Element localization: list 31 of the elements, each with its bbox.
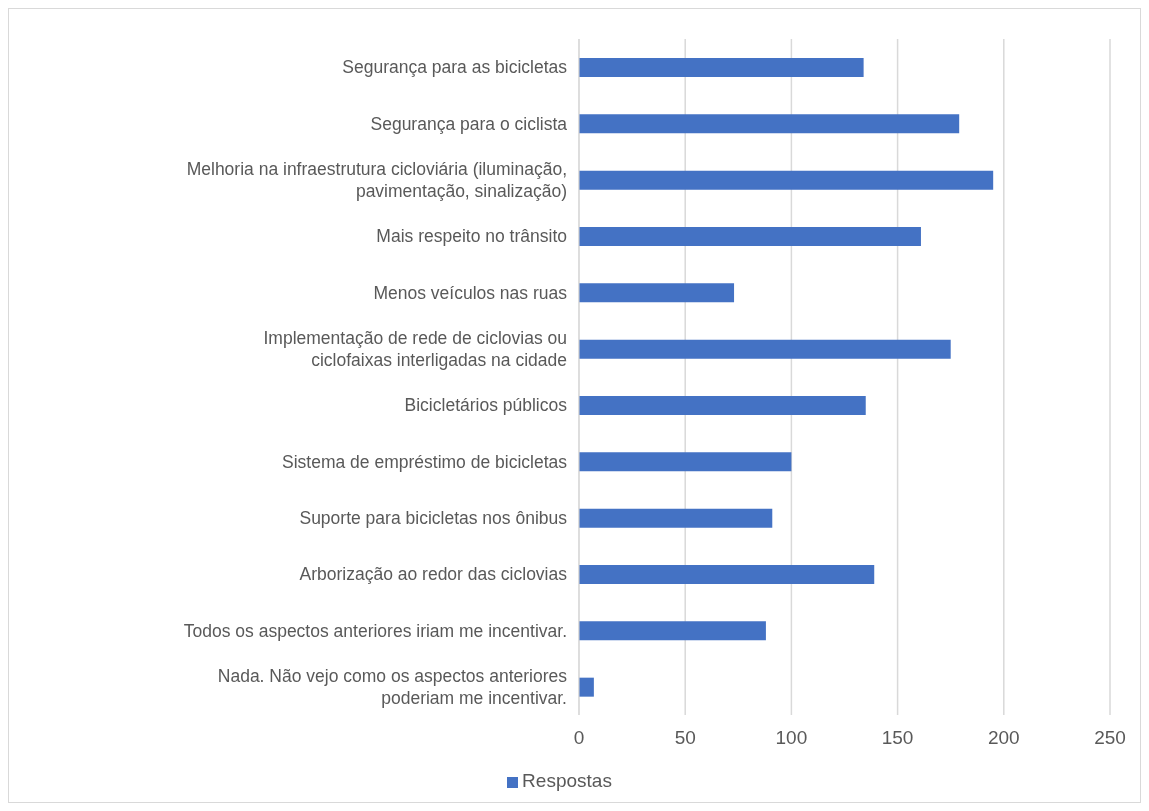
x-tick-label: 0: [573, 727, 585, 749]
bar: [579, 283, 735, 303]
y-tick-label: Suporte para bicicletas nos ônibus: [299, 507, 568, 528]
bar: [579, 170, 994, 190]
y-tick-label: Segurança para as bicicletas: [342, 57, 568, 78]
x-tick-label: 50: [674, 727, 696, 749]
y-tick-label: Mais respeito no trânsito: [376, 226, 567, 247]
bar: [579, 339, 951, 359]
y-tick-label: Todos os aspectos anteriores iriam me incentivar.: [183, 620, 567, 641]
bar: [579, 508, 773, 528]
bar: [579, 58, 864, 77]
legend-label: Respostas: [522, 770, 612, 791]
y-tick-label: Bicicletários públicos: [404, 395, 568, 416]
x-tick-label: 150: [881, 727, 914, 749]
x-tick-label: 100: [775, 727, 808, 749]
y-tick-label: Arborização ao redor das ciclovias: [299, 564, 568, 585]
y-tick-label: Nada. Não vejo como os aspectos anteriores poderiam me incentivar.: [217, 665, 568, 708]
bar: [579, 396, 866, 415]
y-tick-label: Melhoria na infraestrutura cicloviária (iluminação, pavimentação, sinalização): [186, 158, 567, 201]
bar: [579, 565, 875, 584]
y-tick-label: Menos veículos nas ruas: [373, 282, 568, 303]
bar: [579, 677, 594, 697]
y-tick-label: Implementação de rede de ciclovias ou ciclofaixas interligadas na cidade: [263, 327, 567, 370]
bar: [579, 227, 921, 246]
bar: [579, 114, 960, 134]
bar: [579, 621, 766, 641]
y-tick-label: Segurança para o ciclista: [370, 113, 568, 134]
bar: [579, 452, 792, 472]
x-tick-label: 200: [987, 727, 1020, 749]
y-tick-label: Sistema de empréstimo de bicicletas: [282, 451, 568, 472]
x-tick-label: 250: [1094, 727, 1126, 749]
